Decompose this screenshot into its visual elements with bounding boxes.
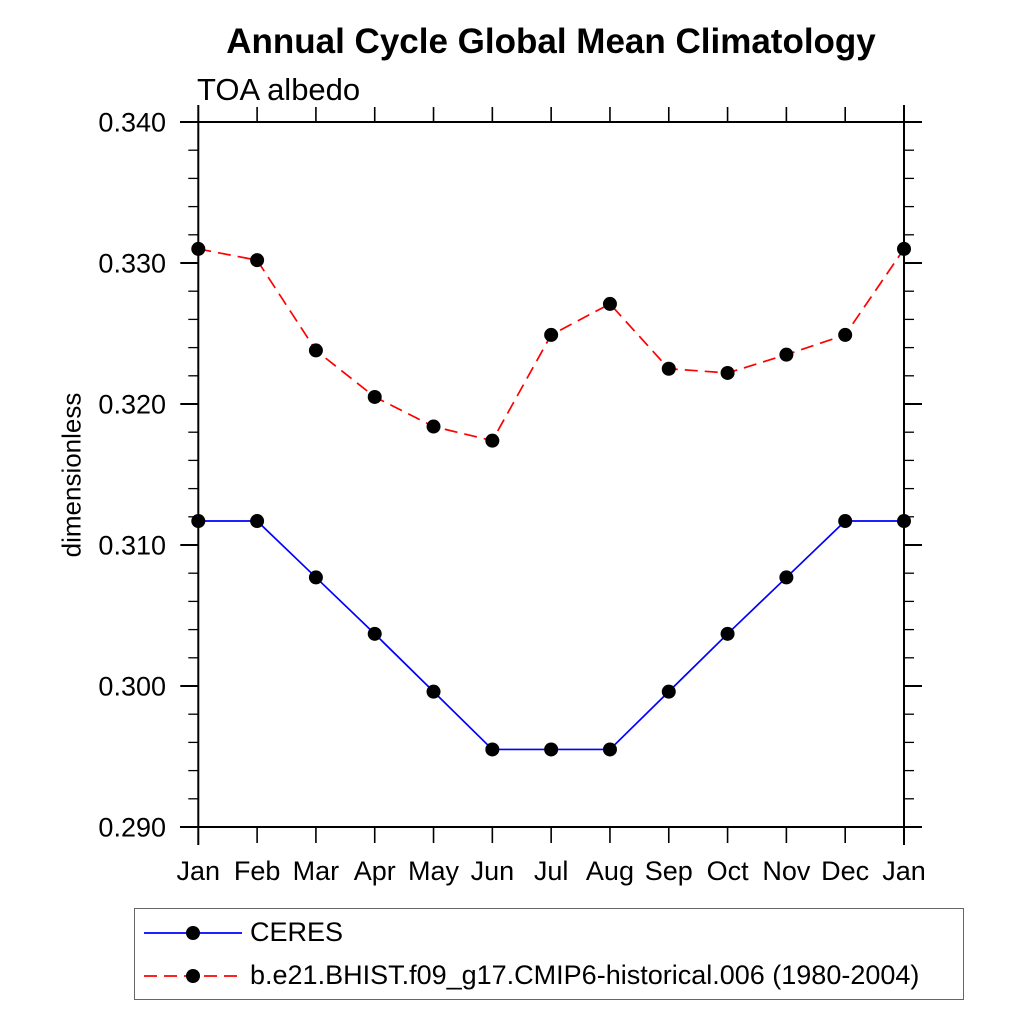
legend-label-ceres: CERES [250, 917, 344, 947]
data-point-marker [485, 742, 500, 757]
data-point-marker [308, 570, 323, 585]
data-point-marker [602, 296, 617, 311]
legend-marker-icon [186, 968, 200, 983]
x-tick-label: Jan [882, 856, 926, 886]
data-point-marker [426, 684, 441, 699]
x-tick-label: Jun [471, 856, 515, 886]
data-point-marker [191, 241, 206, 256]
data-point-marker [897, 241, 911, 256]
series-line-1 [198, 248, 905, 442]
legend-marker-icon [186, 925, 200, 940]
data-point-marker [485, 433, 500, 448]
data-point-marker [779, 570, 794, 585]
data-point-marker [250, 253, 265, 268]
data-point-marker [602, 742, 617, 757]
data-point-marker [367, 389, 382, 404]
data-point-marker [661, 684, 676, 699]
x-tick-label: Dec [821, 856, 869, 886]
data-point-marker [191, 514, 206, 529]
legend-sample-model [144, 968, 242, 983]
data-point-marker [308, 343, 323, 358]
data-point-marker [250, 514, 265, 529]
x-tick-label: May [408, 856, 460, 886]
x-tick-label: Mar [293, 856, 340, 886]
y-tick-label: 0.290 [98, 813, 166, 843]
data-point-marker [544, 327, 559, 342]
x-tick-label: Jul [534, 856, 569, 886]
data-point-marker [779, 347, 794, 362]
legend-item-ceres: CERES [142, 917, 963, 947]
data-point-marker [367, 626, 382, 641]
legend-label-model: b.e21.BHIST.f09_g17.CMIP6-historical.006… [250, 960, 920, 990]
x-tick-label: Oct [707, 856, 750, 886]
y-tick-label: 0.330 [98, 249, 166, 279]
x-tick-label: Jan [177, 856, 221, 886]
x-tick-label: Sep [645, 856, 693, 886]
x-tick-label: Aug [586, 856, 634, 886]
legend-box: CERES b.e21.BHIST.f09_g17.CMIP6-historic… [134, 908, 964, 1000]
y-tick-label: 0.310 [98, 531, 166, 561]
x-tick-label: Nov [762, 856, 811, 886]
data-point-marker [838, 327, 853, 342]
chart-subtitle: TOA albedo [197, 72, 361, 107]
data-point-marker [426, 419, 441, 434]
data-point-marker [838, 514, 853, 529]
y-tick-label: 0.340 [98, 108, 166, 138]
data-point-marker [544, 742, 559, 757]
y-tick-label: 0.320 [98, 390, 166, 420]
chart-title: Annual Cycle Global Mean Climatology [226, 22, 876, 61]
legend-item-model: b.e21.BHIST.f09_g17.CMIP6-historical.006… [142, 960, 963, 990]
data-point-marker [661, 361, 676, 376]
data-point-marker [720, 365, 735, 380]
legend-sample-ceres [144, 925, 242, 940]
x-tick-label: Apr [354, 856, 396, 886]
y-tick-label: 0.300 [98, 672, 166, 702]
data-point-marker [720, 626, 735, 641]
series-line-0 [198, 520, 904, 751]
data-point-marker [897, 514, 911, 529]
x-tick-label: Feb [234, 856, 281, 886]
